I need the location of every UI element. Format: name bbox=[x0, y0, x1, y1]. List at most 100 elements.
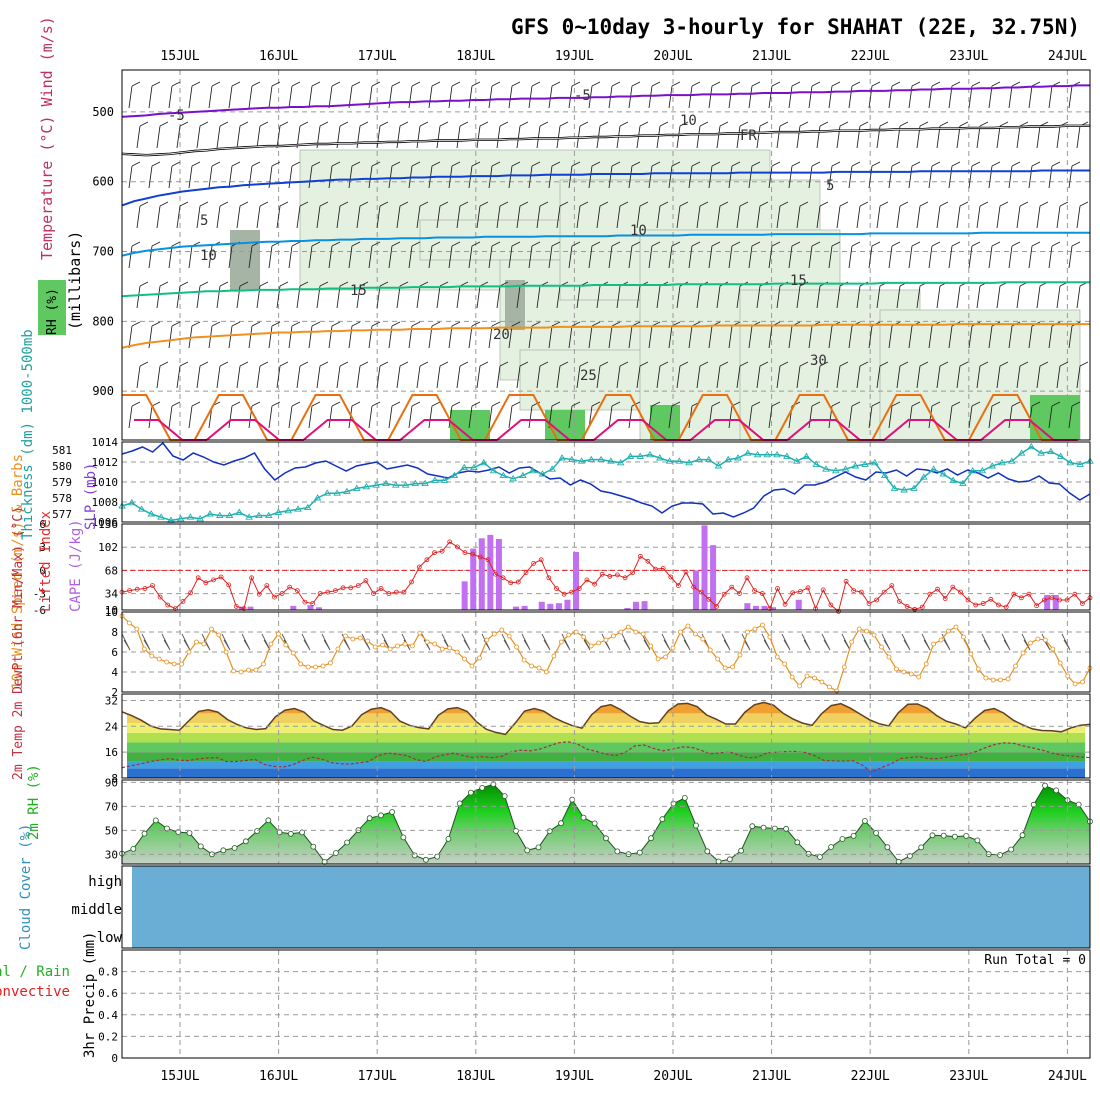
li-point bbox=[477, 554, 483, 560]
wind-barb bbox=[521, 633, 531, 651]
li-point bbox=[554, 586, 559, 591]
upper-wind-barb bbox=[1036, 361, 1049, 389]
rh-point bbox=[389, 809, 396, 815]
upper-wind-barb bbox=[996, 201, 1009, 229]
wind-speed-point bbox=[655, 656, 661, 662]
upper-wind-barb bbox=[288, 401, 301, 429]
temp-contour--5 bbox=[121, 84, 1090, 118]
upper-wind-barb bbox=[616, 121, 629, 149]
upper-wind-barb bbox=[908, 401, 921, 429]
wind-speed-point bbox=[387, 646, 393, 652]
upper-wind-barb bbox=[1068, 401, 1081, 429]
upper-wind-barb bbox=[448, 81, 461, 109]
thickness-point bbox=[558, 454, 566, 461]
rh-point bbox=[974, 837, 981, 844]
rh-point bbox=[265, 817, 272, 824]
wind-barb bbox=[621, 633, 631, 651]
wind-speed-point bbox=[134, 626, 140, 632]
wind-speed-point bbox=[164, 659, 170, 665]
upper-wind-barb bbox=[936, 121, 949, 149]
wind-speed-point bbox=[663, 654, 668, 660]
upper-wind-barb bbox=[536, 361, 549, 389]
li-point bbox=[218, 574, 224, 580]
upper-wind-barb bbox=[268, 321, 281, 349]
wind-speed-point bbox=[216, 632, 222, 638]
upper-wind-barb bbox=[828, 161, 841, 189]
cape-bar bbox=[538, 601, 545, 610]
upper-wind-barb bbox=[676, 201, 689, 229]
contour-label: FR bbox=[740, 128, 757, 144]
upper-wind-barb bbox=[276, 121, 289, 149]
li-point bbox=[294, 588, 300, 593]
cape-bar bbox=[470, 548, 477, 610]
cape-bar bbox=[752, 605, 759, 610]
upper-wind-barb bbox=[468, 321, 481, 349]
wind-speed-point bbox=[484, 637, 490, 643]
li-point bbox=[851, 588, 857, 593]
thickness-point bbox=[304, 503, 312, 511]
upper-wind-barb bbox=[708, 161, 721, 189]
wind-speed-point bbox=[201, 641, 207, 647]
upper-wind-barb bbox=[1056, 281, 1069, 309]
upper-wind-barb bbox=[696, 201, 709, 229]
wind-speed-point bbox=[774, 654, 780, 660]
day-label-top: 22JUL bbox=[851, 49, 890, 64]
upper-wind-barb bbox=[616, 361, 629, 389]
rh-point bbox=[794, 839, 801, 846]
li-point bbox=[508, 580, 514, 586]
upper-wind-barb bbox=[596, 361, 609, 389]
rh-point bbox=[254, 828, 261, 834]
li-point bbox=[691, 584, 697, 590]
upper-wind-barb bbox=[288, 321, 301, 349]
li-point bbox=[1064, 597, 1070, 603]
wind-barb bbox=[141, 633, 151, 651]
thickness-point bbox=[255, 511, 263, 519]
wind-speed-point bbox=[819, 679, 825, 685]
li-point bbox=[256, 591, 262, 597]
wind-speed-point bbox=[923, 661, 929, 667]
thickness-point bbox=[538, 470, 547, 477]
wind-speed-point bbox=[633, 629, 639, 635]
thickness-point bbox=[528, 466, 537, 474]
upper-wind-barb bbox=[208, 161, 221, 189]
slp-tick: 1010 bbox=[92, 476, 119, 489]
wind-speed-point bbox=[670, 645, 676, 651]
upper-wind-barb bbox=[608, 81, 621, 109]
li-point bbox=[721, 591, 727, 597]
upper-wind-barb bbox=[776, 361, 789, 389]
upper-wind-barb bbox=[568, 401, 581, 429]
li-point bbox=[157, 594, 163, 600]
rh-point bbox=[220, 847, 227, 854]
upper-wind-barb bbox=[888, 161, 901, 189]
upper-wind-barb bbox=[856, 121, 869, 149]
upper-wind-barb bbox=[768, 401, 781, 429]
li-point bbox=[500, 575, 506, 581]
upper-wind-barb bbox=[928, 161, 941, 189]
wind-panel-frame bbox=[121, 611, 1091, 693]
li-point bbox=[889, 583, 895, 588]
upper-wind-barb bbox=[748, 81, 761, 109]
day-label-top: 19JUL bbox=[555, 49, 594, 64]
rh-point bbox=[276, 829, 283, 836]
wind-speed-point bbox=[305, 664, 311, 670]
wind-speed-point bbox=[998, 677, 1003, 683]
thickness-point bbox=[792, 457, 801, 464]
upper-wind-barb bbox=[196, 281, 209, 309]
upper-wind-barb bbox=[756, 201, 769, 229]
li-point bbox=[752, 588, 757, 593]
upper-wind-barb bbox=[936, 281, 949, 309]
contour-label: 5 bbox=[200, 213, 208, 229]
upper-wind-barb bbox=[956, 281, 969, 309]
upper-wind-barb bbox=[308, 161, 321, 189]
thickness-point bbox=[704, 455, 713, 463]
contour-label: 25 bbox=[580, 368, 597, 384]
upper-wind-barb bbox=[528, 321, 541, 349]
upper-wind-barb bbox=[728, 241, 741, 269]
upper-wind-barb bbox=[956, 201, 969, 229]
upper-wind-barb bbox=[508, 161, 521, 189]
upper-wind-barb bbox=[256, 121, 269, 149]
thickness-point bbox=[900, 486, 908, 493]
rh-point bbox=[164, 825, 170, 832]
precip-tick: 0.2 bbox=[98, 1030, 118, 1043]
wind-tick: 8 bbox=[111, 626, 118, 639]
